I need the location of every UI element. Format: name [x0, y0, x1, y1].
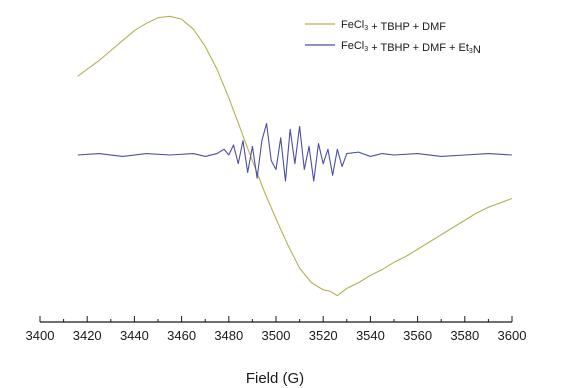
x-tick-label: 3440 [120, 328, 149, 343]
x-tick-label: 3500 [262, 328, 291, 343]
x-tick-label: 3460 [167, 328, 196, 343]
x-tick-label: 3400 [26, 328, 55, 343]
x-tick-label: 3560 [403, 328, 432, 343]
x-tick-label: 3580 [450, 328, 479, 343]
x-tick-label: 3520 [309, 328, 338, 343]
x-tick-label: 3420 [73, 328, 102, 343]
series-line-2 [78, 124, 512, 182]
x-axis-label: Field (G) [246, 370, 304, 387]
plot-area [78, 16, 512, 295]
x-tick-label: 3600 [498, 328, 527, 343]
x-axis: 3400 3420 3440 3460 3480 3500 3520 3540 3560 3580… [26, 316, 527, 343]
x-tick-label: 3540 [356, 328, 385, 343]
legend: FeCl3 + TBHP + DMF FeCl3 + TBHP + DMF + E… [305, 19, 481, 56]
legend-label-1: FeCl3 + TBHP + DMF [341, 19, 446, 33]
x-tick-label: 3480 [214, 328, 243, 343]
legend-label-2: FeCl3 + TBHP + DMF + Et3N [341, 40, 481, 56]
